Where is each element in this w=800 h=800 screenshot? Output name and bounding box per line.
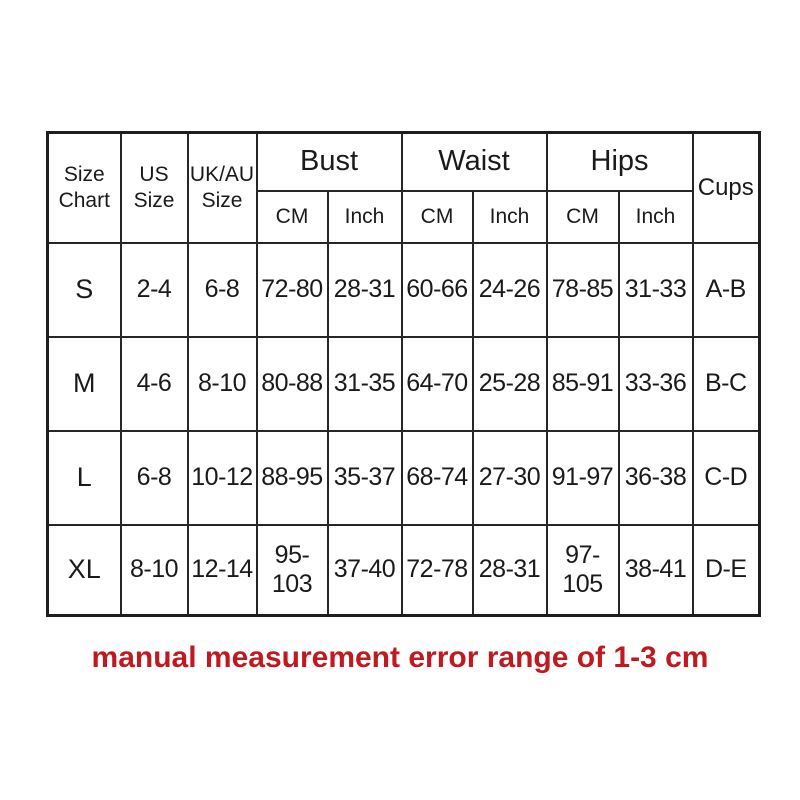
measurement-note: manual measurement error range of 1-3 cm <box>91 641 709 674</box>
cell-hips-cm: 91-97 <box>545 429 620 526</box>
cell-bust-cm: 95-103 <box>255 523 329 617</box>
cell-bust-inch: 35-37 <box>326 429 403 526</box>
table-row-s: S 2-4 6-8 72-80 28-31 60-66 24-26 78-85 … <box>46 241 761 338</box>
cell-size: S <box>46 241 122 338</box>
header-cups: Cups <box>691 131 761 244</box>
size-chart-table: Size Chart US Size UK/AU Size Bust Waist… <box>46 131 762 617</box>
cell-bust-cm: 88-95 <box>255 429 329 526</box>
cell-us-size: 8-10 <box>119 523 189 617</box>
cell-hips-inch: 33-36 <box>617 335 694 432</box>
cell-waist-inch: 24-26 <box>471 241 548 338</box>
cell-cups: A-B <box>691 241 761 338</box>
cell-size: L <box>46 429 122 526</box>
cell-bust-inch: 37-40 <box>326 523 403 617</box>
table-row-xl: XL 8-10 12-14 95-103 37-40 72-78 28-31 9… <box>46 523 761 617</box>
cell-size: XL <box>46 523 122 617</box>
cell-waist-inch: 25-28 <box>471 335 548 432</box>
header-hips-cm: CM <box>545 189 620 244</box>
header-waist: Waist <box>400 131 548 192</box>
cell-uk-au-size: 12-14 <box>186 523 258 617</box>
table-row-m: M 4-6 8-10 80-88 31-35 64-70 25-28 85-91… <box>46 335 761 432</box>
cell-cups: D-E <box>691 523 761 617</box>
cell-hips-cm: 97-105 <box>545 523 620 617</box>
header-bust-cm: CM <box>255 189 329 244</box>
header-hips: Hips <box>545 131 694 192</box>
cell-size: M <box>46 335 122 432</box>
cell-us-size: 6-8 <box>119 429 189 526</box>
cell-waist-inch: 28-31 <box>471 523 548 617</box>
header-row-units: CM Inch CM Inch CM Inch <box>48 189 760 244</box>
cell-cups: B-C <box>691 335 761 432</box>
cell-hips-inch: 31-33 <box>617 241 694 338</box>
cell-waist-cm: 68-74 <box>400 429 474 526</box>
cell-hips-cm: 85-91 <box>545 335 620 432</box>
cell-bust-cm: 80-88 <box>255 335 329 432</box>
header-size-chart: Size Chart <box>46 131 122 244</box>
cell-hips-cm: 78-85 <box>545 241 620 338</box>
header-row-groups: Size Chart US Size UK/AU Size Bust Waist… <box>46 131 761 244</box>
table-body: S 2-4 6-8 72-80 28-31 60-66 24-26 78-85 … <box>46 241 761 617</box>
cell-bust-inch: 28-31 <box>326 241 403 338</box>
header-waist-inch: Inch <box>471 189 548 244</box>
cell-cups: C-D <box>691 429 761 526</box>
cell-hips-inch: 38-41 <box>617 523 694 617</box>
cell-waist-inch: 27-30 <box>471 429 548 526</box>
cell-uk-au-size: 6-8 <box>186 241 258 338</box>
cell-bust-cm: 72-80 <box>255 241 329 338</box>
header-hips-inch: Inch <box>617 189 694 244</box>
header-uk-au-size: UK/AU Size <box>186 131 258 244</box>
cell-bust-inch: 31-35 <box>326 335 403 432</box>
table-row-l: L 6-8 10-12 88-95 35-37 68-74 27-30 91-9… <box>46 429 761 526</box>
cell-uk-au-size: 10-12 <box>186 429 258 526</box>
header-us-size: US Size <box>119 131 189 244</box>
table-header: Size Chart US Size UK/AU Size Bust Waist… <box>46 131 761 244</box>
cell-waist-cm: 60-66 <box>400 241 474 338</box>
cell-hips-inch: 36-38 <box>617 429 694 526</box>
cell-us-size: 2-4 <box>119 241 189 338</box>
cell-us-size: 4-6 <box>119 335 189 432</box>
header-waist-cm: CM <box>400 189 474 244</box>
cell-waist-cm: 64-70 <box>400 335 474 432</box>
header-bust: Bust <box>255 131 403 192</box>
cell-uk-au-size: 8-10 <box>186 335 258 432</box>
header-bust-inch: Inch <box>326 189 403 244</box>
cell-waist-cm: 72-78 <box>400 523 474 617</box>
